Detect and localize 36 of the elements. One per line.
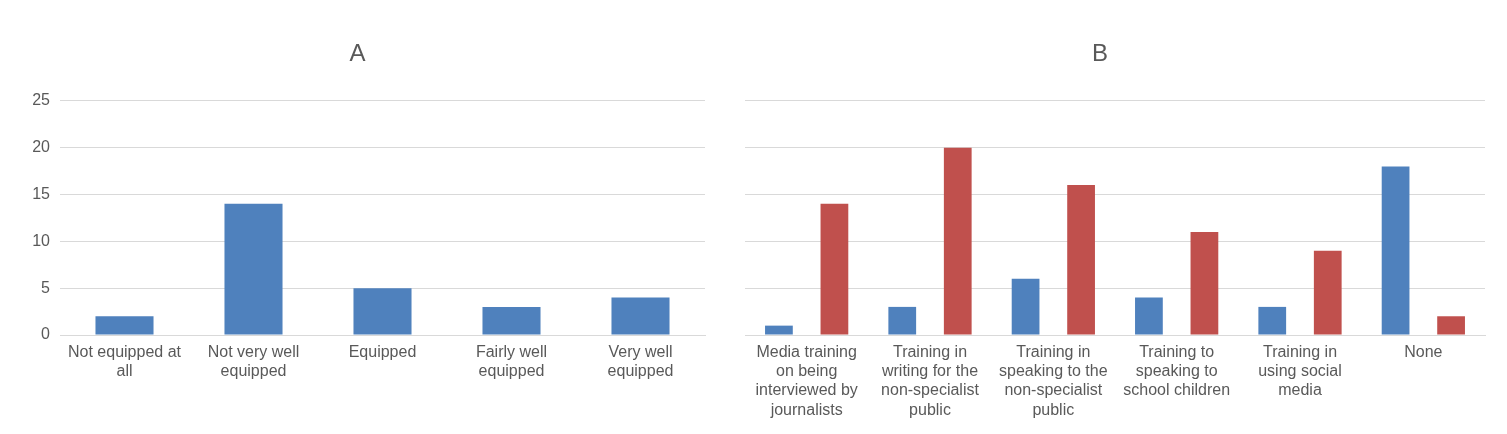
- x-tick-label: Equipped: [348, 343, 417, 361]
- y-tick-label: 15: [32, 184, 51, 202]
- x-tick-label: Very well equipped: [607, 343, 674, 380]
- bar: [888, 306, 917, 335]
- bar: [1067, 185, 1095, 335]
- x-tick-label: Training in writing for the non-specialist public: [880, 343, 980, 418]
- x-tick-label: Not equipped at all: [68, 343, 182, 380]
- y-tick-label: 0: [41, 325, 51, 343]
- y-tick-label: 5: [41, 278, 51, 296]
- bar: [224, 203, 283, 335]
- bar: [95, 316, 154, 335]
- x-tick-label: Training in using social media: [1258, 343, 1342, 399]
- chart-title: B: [1091, 39, 1109, 67]
- y-tick-label: 10: [32, 231, 51, 249]
- bar: [1135, 297, 1163, 335]
- bar: [1381, 166, 1410, 335]
- y-tick-label: 20: [32, 138, 51, 156]
- x-tick-label: Media training on being interviewed by journalists: [755, 343, 858, 418]
- chart-title: A: [349, 39, 366, 67]
- bar: [482, 306, 541, 335]
- x-tick-label: Fairly well equipped: [475, 343, 548, 380]
- x-tick-label: None: [1404, 343, 1443, 361]
- x-tick-label: Training to speaking to school children: [1123, 343, 1231, 399]
- bar: [611, 297, 670, 335]
- bar: [1190, 231, 1219, 335]
- x-tick-label: Training in speaking to the non-specialist public: [999, 343, 1108, 418]
- bar: [1313, 250, 1342, 335]
- bar: [1258, 306, 1287, 335]
- y-tick-label: 25: [32, 91, 51, 109]
- bar: [353, 288, 412, 335]
- bar: [1437, 316, 1465, 335]
- bar: [1011, 278, 1040, 335]
- x-tick-label: Not very well equipped: [207, 343, 300, 380]
- bar: [943, 147, 972, 335]
- bar: [765, 325, 793, 335]
- bar: [820, 203, 849, 335]
